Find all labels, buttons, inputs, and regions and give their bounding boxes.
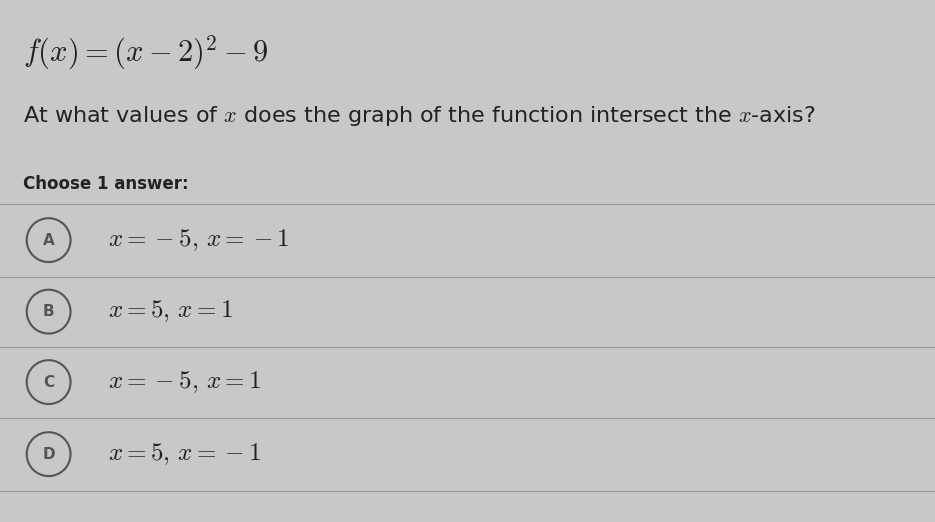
- Text: $x = -5,\, x = -1$: $x = -5,\, x = -1$: [108, 227, 289, 253]
- Text: Choose 1 answer:: Choose 1 answer:: [23, 175, 189, 193]
- Text: At what values of $x$ does the graph of the function intersect the $x$-axis?: At what values of $x$ does the graph of …: [23, 104, 816, 128]
- Text: $x = -5,\, x = 1$: $x = -5,\, x = 1$: [108, 369, 261, 395]
- Text: C: C: [43, 375, 54, 389]
- Text: A: A: [43, 233, 54, 247]
- Text: $x = 5,\, x = -1$: $x = 5,\, x = -1$: [108, 441, 261, 467]
- Text: $f(x) = (x - 2)^2 - 9$: $f(x) = (x - 2)^2 - 9$: [23, 34, 269, 73]
- Text: B: B: [43, 304, 54, 319]
- Text: D: D: [42, 447, 55, 461]
- Text: $x = 5,\, x = 1$: $x = 5,\, x = 1$: [108, 299, 233, 325]
